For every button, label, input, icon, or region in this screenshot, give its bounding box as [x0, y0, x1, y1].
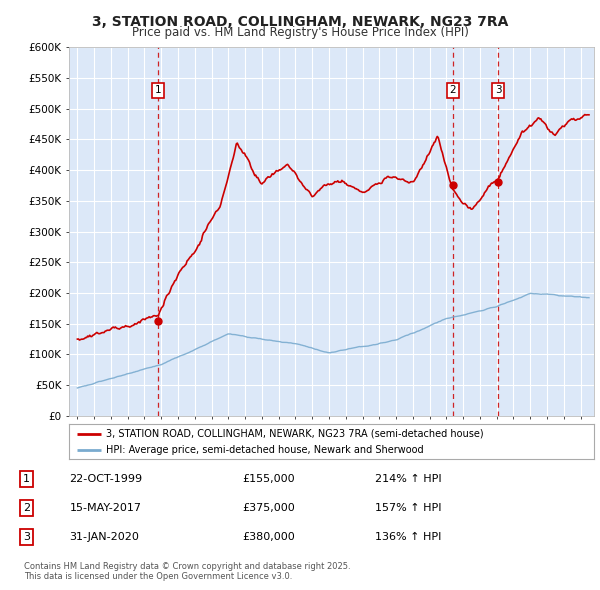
Text: Contains HM Land Registry data © Crown copyright and database right 2025.
This d: Contains HM Land Registry data © Crown c…: [24, 562, 350, 581]
Text: 3: 3: [495, 85, 502, 95]
Text: 157% ↑ HPI: 157% ↑ HPI: [375, 503, 442, 513]
Text: Price paid vs. HM Land Registry's House Price Index (HPI): Price paid vs. HM Land Registry's House …: [131, 26, 469, 39]
Text: 3: 3: [23, 532, 30, 542]
Text: 3, STATION ROAD, COLLINGHAM, NEWARK, NG23 7RA (semi-detached house): 3, STATION ROAD, COLLINGHAM, NEWARK, NG2…: [106, 428, 484, 438]
Text: £380,000: £380,000: [242, 532, 295, 542]
Text: £155,000: £155,000: [242, 474, 295, 484]
Text: 2: 2: [449, 85, 456, 95]
Text: 15-MAY-2017: 15-MAY-2017: [70, 503, 142, 513]
Text: 136% ↑ HPI: 136% ↑ HPI: [375, 532, 441, 542]
Text: 3, STATION ROAD, COLLINGHAM, NEWARK, NG23 7RA: 3, STATION ROAD, COLLINGHAM, NEWARK, NG2…: [92, 15, 508, 29]
Text: 214% ↑ HPI: 214% ↑ HPI: [375, 474, 442, 484]
Text: 1: 1: [155, 85, 161, 95]
Text: 31-JAN-2020: 31-JAN-2020: [70, 532, 139, 542]
Text: HPI: Average price, semi-detached house, Newark and Sherwood: HPI: Average price, semi-detached house,…: [106, 445, 424, 455]
Text: £375,000: £375,000: [242, 503, 295, 513]
Text: 2: 2: [23, 503, 30, 513]
Text: 1: 1: [23, 474, 30, 484]
Text: 22-OCT-1999: 22-OCT-1999: [70, 474, 143, 484]
